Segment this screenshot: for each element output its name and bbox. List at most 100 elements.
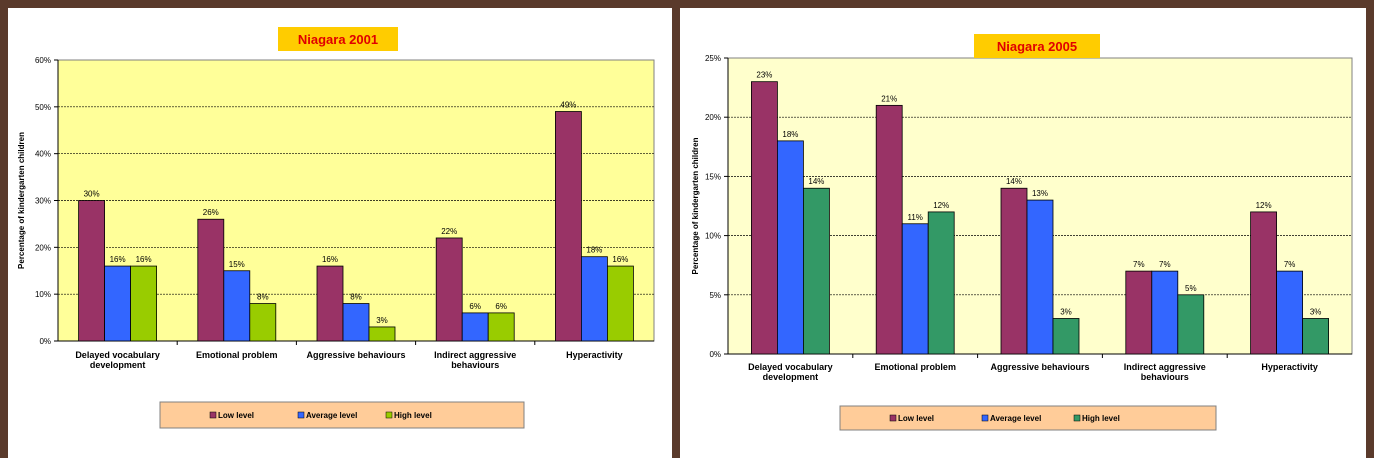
y-axis-label: Percentage of kindergarten children: [17, 132, 26, 269]
x-tick-label: Indirect aggressive: [1124, 362, 1206, 372]
x-tick-label: Emotional problem: [874, 362, 956, 372]
data-label: 3%: [376, 316, 388, 325]
legend-label: Low level: [218, 411, 254, 420]
chart-title-box: [974, 34, 1100, 58]
chart-title-box: [278, 27, 398, 51]
data-label: 3%: [1310, 307, 1322, 316]
chart-title: Niagara 2001: [298, 32, 378, 47]
legend-label: Average level: [990, 414, 1041, 423]
legend-label: Average level: [306, 411, 357, 420]
bar-low-level: [751, 81, 778, 355]
x-tick-label: Delayed vocabulary: [748, 362, 833, 372]
data-label: 16%: [110, 255, 126, 264]
data-label: 12%: [933, 201, 949, 210]
y-axis-label: Percentage of kindergarten children: [691, 137, 700, 274]
bar-average-level: [581, 256, 608, 342]
bar-average-level: [1026, 199, 1054, 355]
y-tick-label: 0%: [709, 350, 721, 359]
x-tick-label: Delayed vocabulary: [75, 350, 160, 360]
y-tick-label: 25%: [705, 54, 721, 63]
bar-low-level: [1000, 187, 1028, 355]
x-tick-label: Aggressive behaviours: [990, 362, 1089, 372]
bar-high-level: [1302, 318, 1329, 355]
data-label: 5%: [1185, 284, 1197, 293]
legend-swatch: [385, 411, 393, 419]
x-tick-label: Aggressive behaviours: [306, 350, 405, 360]
bar-high-level: [487, 312, 515, 342]
chart-title: Niagara 2005: [997, 39, 1077, 54]
legend-swatch: [981, 414, 989, 422]
data-label: 7%: [1159, 260, 1171, 269]
data-label: 23%: [756, 71, 772, 80]
bar-high-level: [249, 303, 277, 342]
data-label: 11%: [907, 213, 922, 222]
legend-label: Low level: [898, 414, 934, 423]
y-tick-label: 5%: [709, 291, 721, 300]
bar-average-level: [901, 223, 929, 355]
bar-high-level: [1052, 318, 1080, 355]
bar-low-level: [555, 111, 582, 342]
data-label: 18%: [782, 130, 798, 139]
x-tick-label: behaviours: [451, 360, 499, 370]
y-tick-label: 10%: [35, 290, 51, 299]
data-label: 7%: [1284, 260, 1296, 269]
legend-swatch: [297, 411, 305, 419]
y-tick-label: 60%: [35, 56, 51, 65]
bar-average-level: [223, 270, 251, 342]
data-label: 14%: [808, 177, 824, 186]
y-tick-label: 10%: [705, 232, 721, 241]
bar-high-level: [1177, 294, 1205, 355]
bar-low-level: [1125, 270, 1153, 355]
data-label: 7%: [1133, 260, 1145, 269]
data-label: 13%: [1032, 189, 1048, 198]
data-label: 14%: [1006, 177, 1022, 186]
data-label: 21%: [881, 94, 897, 103]
bar-low-level: [316, 265, 344, 342]
legend: [159, 401, 525, 429]
y-tick-label: 0%: [39, 337, 51, 346]
data-label: 12%: [1256, 201, 1272, 210]
x-tick-label: Hyperactivity: [1261, 362, 1318, 372]
bar-low-level: [875, 104, 903, 355]
bar-high-level: [130, 265, 157, 342]
y-tick-label: 40%: [35, 150, 51, 159]
y-tick-label: 30%: [35, 197, 51, 206]
data-label: 8%: [350, 293, 362, 302]
bar-high-level: [368, 326, 396, 342]
bar-average-level: [461, 312, 489, 342]
chart-niagara-2005: 0% 5% 10% 15% 20% 25% 23% 18% 14% Delayed vocabul…: [691, 34, 1353, 431]
bar-low-level: [435, 237, 463, 342]
legend-label: High level: [394, 411, 432, 420]
legend-label: High level: [1082, 414, 1120, 423]
bar-average-level: [342, 303, 370, 342]
data-label: 16%: [136, 255, 152, 264]
data-label: 15%: [229, 260, 245, 269]
data-label: 16%: [612, 255, 628, 264]
data-label: 22%: [441, 227, 457, 236]
x-tick-label: Hyperactivity: [566, 350, 623, 360]
data-label: 18%: [586, 246, 602, 255]
bar-high-level: [803, 187, 830, 355]
bar-high-level: [607, 265, 634, 342]
chart-niagara-2001: 0% 10% 20% 30% 40% 50% 60% 30% 16% 16% Delayed voc…: [17, 27, 655, 429]
data-label: 6%: [495, 302, 507, 311]
data-label: 26%: [203, 208, 219, 217]
legend-swatch: [1073, 414, 1081, 422]
legend-swatch: [209, 411, 217, 419]
bar-low-level: [197, 218, 225, 342]
data-label: 16%: [322, 255, 338, 264]
x-tick-label: Indirect aggressive: [434, 350, 516, 360]
y-tick-label: 15%: [705, 172, 721, 181]
data-label: 6%: [469, 302, 481, 311]
bar-low-level: [1250, 211, 1277, 355]
bar-average-level: [777, 140, 804, 355]
data-label: 8%: [257, 293, 269, 302]
bar-high-level: [927, 211, 955, 355]
y-tick-label: 20%: [35, 243, 51, 252]
x-tick-label: behaviours: [1141, 372, 1189, 382]
data-label: 30%: [84, 190, 100, 199]
bar-average-level: [1151, 270, 1179, 355]
legend-swatch: [889, 414, 897, 422]
chart-panel-2001: 0% 10% 20% 30% 40% 50% 60% 30% 16% 16% Delayed voc…: [8, 8, 672, 458]
legend: [839, 405, 1217, 431]
